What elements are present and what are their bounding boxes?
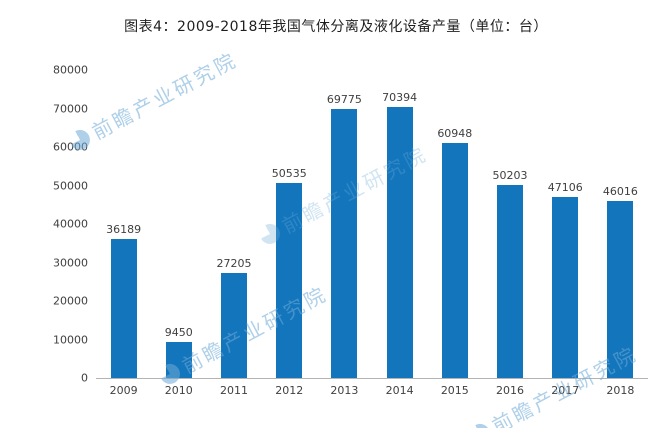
bar-group: 70394 [372, 70, 427, 378]
bar-group: 36189 [96, 70, 151, 378]
bar-group: 46016 [593, 70, 648, 378]
x-axis-label: 2018 [606, 384, 635, 397]
bar-value-label: 36189 [106, 222, 142, 236]
bar-group: 50203 [482, 70, 537, 378]
x-axis-label: 2015 [440, 384, 469, 397]
bar [607, 200, 634, 378]
bar [221, 273, 247, 378]
bar-value-label: 70394 [382, 90, 418, 104]
bar-group: 9450 [151, 70, 206, 378]
watermark-logo-icon [466, 419, 494, 428]
bar-group: 50535 [262, 70, 317, 378]
bar-group: 69775 [317, 70, 372, 378]
y-axis-tick-label: 20000 [53, 294, 88, 308]
y-axis-tick-label: 30000 [53, 256, 88, 269]
bar [110, 238, 137, 378]
x-axis-label: 2016 [496, 384, 525, 397]
x-axis-label: 2011 [220, 384, 248, 397]
bar-value-label: 50203 [492, 168, 528, 182]
chart-title: 图表4：2009-2018年我国气体分离及液化设备产量（单位：台） [124, 19, 548, 35]
y-axis-tick-label: 10000 [53, 333, 88, 346]
x-axis-label: 2014 [385, 384, 414, 397]
bar-value-label: 46016 [602, 184, 638, 198]
bar-group: 27205 [206, 70, 261, 378]
bar-value-label: 69775 [326, 93, 362, 107]
x-axis-label: 2013 [330, 384, 359, 397]
y-axis-tick-label: 80000 [53, 63, 88, 77]
bar-group: 60948 [427, 70, 482, 378]
bar [386, 106, 413, 378]
bar-value-label: 50535 [271, 167, 307, 181]
y-axis-tick-label: 70000 [53, 102, 88, 115]
y-axis-tick-label: 0 [81, 371, 88, 385]
bar [165, 341, 192, 378]
bar [331, 109, 358, 378]
y-axis-tick-label: 40000 [53, 217, 88, 231]
bar-value-label: 60948 [437, 127, 473, 141]
x-axis: 2009 2010 2011 2012 2013 2014 2015 2016 2017 2018 [96, 384, 648, 397]
bar-value-label: 27205 [216, 257, 252, 271]
bar-group: 47106 [538, 70, 593, 378]
y-axis: 0 10000 20000 30000 40000 50000 60000 70000 8000… [28, 64, 88, 385]
bar-value-label: 47106 [547, 180, 583, 194]
bar [497, 184, 524, 378]
bar [552, 196, 579, 378]
bars-row: 36189 9450 27205 50535 69775 70394 60948 50203 4… [96, 70, 648, 378]
x-axis-label: 2010 [164, 384, 193, 397]
y-axis-tick-label: 60000 [53, 140, 88, 154]
bar [276, 183, 303, 378]
y-axis-tick-label: 50000 [53, 179, 88, 192]
x-axis-label: 2012 [275, 384, 304, 397]
bar [441, 143, 468, 378]
plot-area: 36189 9450 27205 50535 69775 70394 60948 50203 4… [96, 70, 648, 379]
bar-value-label: 9450 [164, 325, 193, 339]
x-axis-label: 2017 [551, 384, 580, 397]
x-axis-label: 2009 [109, 384, 138, 397]
